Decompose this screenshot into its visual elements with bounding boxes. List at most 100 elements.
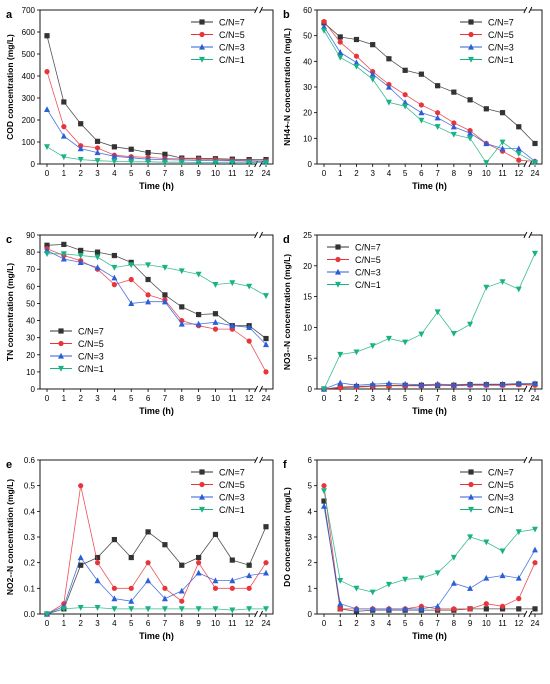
legend: C/N=7 C/N=5 C/N=3 C/N=1 <box>327 243 381 290</box>
data-point <box>111 536 117 543</box>
series-line <box>46 250 267 345</box>
x-tick-label: 3 <box>370 619 375 628</box>
data-point <box>161 606 168 613</box>
data-point <box>229 557 235 563</box>
y-tick-label: 4 <box>308 507 313 516</box>
data-point <box>229 577 236 584</box>
data-point <box>515 380 522 387</box>
x-tick-label: 6 <box>419 394 424 403</box>
x-tick-label: 7 <box>163 619 168 628</box>
axis-break-mark <box>254 385 258 393</box>
axis-break-mark <box>259 6 263 14</box>
panel-label: c <box>6 234 12 246</box>
legend-marker <box>468 56 474 63</box>
y-tick-label: 10 <box>26 368 35 377</box>
x-tick-label: 9 <box>196 619 201 628</box>
legend-marker <box>58 340 64 347</box>
y-tick-label: 500 <box>22 50 36 59</box>
data-point <box>111 282 117 288</box>
legend-label: C/N=5 <box>78 339 104 349</box>
axis-break-mark <box>528 456 533 464</box>
axis-break-gap <box>255 161 262 167</box>
data-point <box>44 106 50 113</box>
legend-marker <box>468 31 474 38</box>
x-tick-label: 0 <box>322 619 327 628</box>
legend-label: C/N=3 <box>355 268 381 278</box>
y-tick-label: 2 <box>308 559 313 568</box>
data-point <box>321 386 327 393</box>
x-tick-label: 24 <box>531 619 540 628</box>
data-point <box>161 298 168 305</box>
data-point <box>77 157 84 163</box>
x-tick-label: 2 <box>78 169 83 178</box>
x-axis-label: Time (h) <box>412 181 447 191</box>
x-tick-label: 4 <box>112 394 117 403</box>
y-tick-label: 0.0 <box>24 610 36 619</box>
y-tick-label: 30 <box>26 334 35 343</box>
x-tick-label: 11 <box>498 169 507 178</box>
data-point <box>418 605 425 612</box>
y-tick-label: 20 <box>303 262 312 271</box>
series-line <box>46 243 267 339</box>
legend-marker <box>58 365 64 372</box>
data-point <box>60 255 67 262</box>
data-point <box>499 139 506 146</box>
data-point <box>483 601 489 607</box>
axis-break-gap <box>255 611 262 617</box>
x-tick-label: 12 <box>514 169 523 178</box>
y-tick-label: 40 <box>303 57 312 66</box>
x-tick-label: 3 <box>370 169 375 178</box>
data-point <box>499 603 506 609</box>
x-tick-label: 6 <box>146 394 151 403</box>
data-point <box>386 56 392 62</box>
data-point <box>532 526 538 533</box>
y-tick-label: 40 <box>26 317 35 326</box>
legend-marker <box>335 256 341 263</box>
data-point <box>402 92 408 98</box>
x-tick-label: 7 <box>163 394 168 403</box>
data-point <box>515 151 522 157</box>
x-tick-label: 5 <box>129 169 134 178</box>
x-tick-label: 24 <box>262 169 271 178</box>
data-point <box>60 132 67 139</box>
data-point <box>196 560 202 566</box>
axis-break-gap <box>255 457 262 463</box>
series-C/N=5 <box>44 483 269 617</box>
data-point <box>60 251 67 258</box>
x-tick-label: 8 <box>452 619 457 628</box>
data-point <box>161 159 168 166</box>
data-point <box>467 380 474 387</box>
x-tick-label: 10 <box>482 169 491 178</box>
data-point <box>467 130 474 136</box>
y-tick-label: 5 <box>308 482 313 491</box>
data-point <box>78 562 84 568</box>
x-tick-label: 24 <box>531 169 540 178</box>
data-point <box>321 18 327 25</box>
data-point <box>145 529 151 535</box>
data-point <box>77 554 84 561</box>
x-tick-label: 11 <box>498 394 507 403</box>
data-point <box>369 343 376 350</box>
series-line <box>323 26 536 162</box>
legend-label: C/N=3 <box>78 352 104 362</box>
axis-break-mark <box>528 610 533 618</box>
series-C/N=1 <box>321 488 538 596</box>
x-tick-label: 8 <box>180 619 185 628</box>
data-point <box>263 524 269 530</box>
data-point <box>483 539 490 546</box>
data-point <box>145 298 152 305</box>
data-point <box>128 262 135 269</box>
data-point <box>195 159 202 166</box>
series-line <box>323 501 535 612</box>
data-point <box>370 42 376 48</box>
legend-label: C/N=1 <box>219 55 245 65</box>
data-point <box>145 577 152 584</box>
data-point <box>196 311 202 318</box>
data-point <box>94 158 101 164</box>
data-point <box>128 146 134 152</box>
data-point <box>44 33 50 39</box>
data-point <box>94 554 101 561</box>
data-point <box>44 251 50 258</box>
x-tick-label: 2 <box>78 619 83 628</box>
